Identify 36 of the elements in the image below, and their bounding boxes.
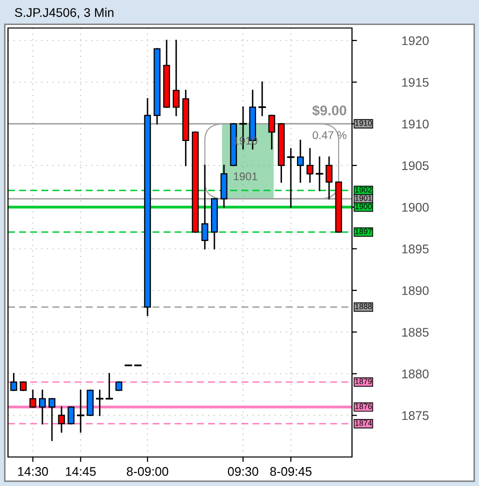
candlestick <box>172 40 180 116</box>
y-tick-label: 1880 <box>402 370 429 378</box>
candlestick <box>296 140 304 183</box>
candlestick <box>96 390 104 416</box>
y-tick-label: 1875 <box>402 411 429 420</box>
x-tick-label: 09:30 <box>228 467 258 476</box>
candlestick <box>326 156 332 200</box>
x-tick-label: 8-09:00 <box>126 467 168 476</box>
annotation: 1901 <box>234 172 258 180</box>
candlestick <box>29 390 36 408</box>
x-tick-label: 8-09:45 <box>270 467 312 476</box>
candlestick <box>68 406 74 424</box>
x-tick-label: 14:30 <box>18 467 48 476</box>
chart-title: S.JP.J4506, 3 Min <box>14 8 114 18</box>
candlestick <box>48 398 56 442</box>
x-tick-label: 14:45 <box>66 467 96 476</box>
candlestick <box>201 164 208 250</box>
y-tick-label: 1920 <box>402 36 429 46</box>
candlestick <box>76 390 84 433</box>
candlestick <box>287 148 295 208</box>
candlestick <box>58 406 65 433</box>
candlestick <box>306 148 314 183</box>
candlestick <box>10 373 18 392</box>
y-tick-label: 1895 <box>402 244 429 254</box>
annotation: $9.00 <box>312 104 346 116</box>
y-tick-label: 1910 <box>402 120 429 128</box>
y-tick-label: 1905 <box>402 161 429 170</box>
candlestick <box>258 81 266 116</box>
candlestick <box>268 114 276 150</box>
y-tick-label: 1885 <box>402 328 429 337</box>
y-tick-label: 1890 <box>402 286 429 296</box>
candlestick <box>316 156 324 192</box>
candlestick <box>38 390 46 424</box>
y-tick-label: 1915 <box>402 78 429 87</box>
candlestick <box>106 373 113 400</box>
y-tick-label: 1900 <box>402 202 429 212</box>
